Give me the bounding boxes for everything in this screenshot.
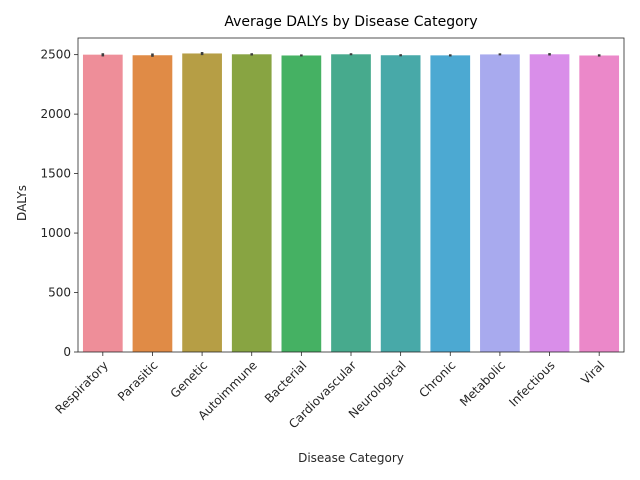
bar-autoimmune — [231, 54, 272, 352]
bar-cardiovascular — [331, 54, 371, 352]
bar-chronic — [430, 55, 471, 353]
bar-viral — [579, 55, 620, 352]
y-axis-label: DALYs — [15, 185, 29, 221]
x-tick-label-genetic: Genetic — [168, 358, 211, 401]
x-tick-label-metabolic: Metabolic — [457, 358, 508, 409]
y-axis: 0 500 1000 1500 2000 2500 — [40, 48, 78, 359]
x-tick-label-bacterial: Bacterial — [262, 358, 310, 406]
y-tick-label: 2500 — [40, 48, 71, 62]
bars-group — [82, 53, 620, 353]
y-tick-label: 0 — [63, 345, 71, 359]
bar-neurological — [380, 55, 421, 352]
x-tick-label-viral: Viral — [578, 358, 607, 387]
chart-title: Average DALYs by Disease Category — [224, 14, 477, 30]
error-bars-group — [101, 52, 601, 57]
bar-parasitic — [132, 55, 173, 352]
bar-respiratory — [82, 54, 123, 352]
y-tick-label: 1000 — [40, 226, 71, 240]
x-tick-label-parasitic: Parasitic — [115, 358, 161, 404]
y-tick-label: 500 — [48, 286, 71, 300]
bar-metabolic — [480, 54, 520, 352]
bar-infectious — [529, 54, 570, 352]
y-tick-label: 1500 — [40, 167, 71, 181]
x-axis-label: Disease Category — [298, 451, 404, 465]
bar-bacterial — [281, 55, 322, 352]
x-tick-label-infectious: Infectious — [506, 358, 557, 409]
plot-frame — [77, 37, 625, 353]
bar-genetic — [182, 53, 222, 352]
y-tick-label: 2000 — [40, 107, 71, 121]
x-tick-label-respiratory: Respiratory — [52, 358, 111, 417]
x-tick-label-chronic: Chronic — [416, 358, 458, 400]
